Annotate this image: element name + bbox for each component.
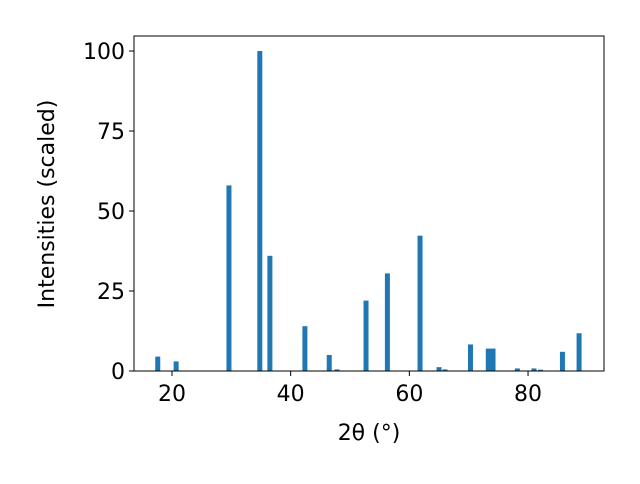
y-tick-label: 50 — [97, 200, 125, 225]
y-axis-label: Intensities (scaled) — [35, 100, 60, 309]
bar — [226, 185, 232, 371]
bar — [155, 356, 161, 371]
bar — [490, 348, 496, 371]
bar — [514, 368, 520, 371]
x-tick-label: 80 — [514, 382, 542, 407]
bar — [531, 368, 537, 371]
plot-frame — [133, 35, 605, 372]
bar — [559, 351, 565, 371]
bar — [538, 369, 544, 371]
bar — [436, 367, 442, 371]
bar — [576, 333, 582, 371]
bar — [363, 300, 369, 371]
bar — [467, 344, 473, 371]
bar — [173, 361, 179, 371]
y-tick-label: 25 — [97, 280, 125, 305]
bar — [442, 369, 448, 371]
x-tick-label: 20 — [158, 382, 186, 407]
x-tick-label: 40 — [277, 382, 305, 407]
x-axis-label: 2θ (°) — [338, 421, 401, 446]
bar — [257, 51, 263, 371]
y-tick-label: 0 — [111, 360, 125, 385]
bar — [384, 273, 390, 371]
bar — [302, 326, 308, 371]
bar — [485, 348, 491, 371]
y-tick-label: 100 — [83, 40, 125, 65]
bar — [326, 355, 332, 371]
y-tick-label: 75 — [97, 120, 125, 145]
bar — [267, 255, 273, 371]
bar — [334, 369, 340, 371]
x-tick-label: 60 — [395, 382, 423, 407]
bar — [417, 235, 423, 371]
